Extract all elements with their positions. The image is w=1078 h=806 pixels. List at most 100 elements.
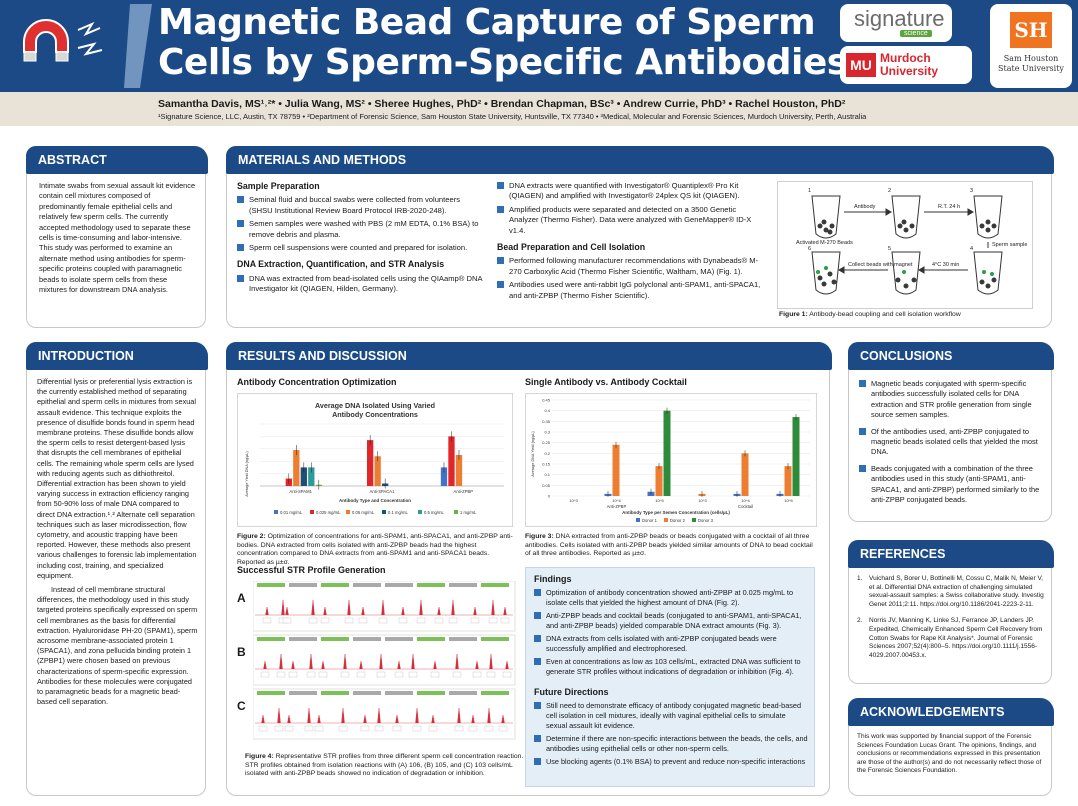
- str-row-label: C: [237, 699, 246, 713]
- chart-1-legend-swatch: [382, 510, 386, 514]
- reference-text: Norris JV, Manning K, Linke SJ, Ferrance…: [869, 617, 1043, 659]
- workflow-diagram: 1 2 3 4 5 6 Antibody R.T. 24 h Sperm sam…: [796, 188, 1027, 295]
- future-directions-item: Determine if there are non-specific inte…: [534, 734, 808, 754]
- chart-2-category-label: 10^5: [784, 498, 793, 503]
- chart-1-category-label: Anti-SPAM1: [289, 489, 312, 494]
- bead-prep-title: Bead Preparation and Cell Isolation: [497, 242, 646, 253]
- str-peak: [419, 599, 423, 616]
- dna-extraction-item: DNA extracts were quantified with Invest…: [497, 181, 765, 202]
- figure-4-caption-label: Figure 4:: [245, 753, 274, 760]
- figure-3-caption-text: DNA extracted from anti-ZPBP beads or be…: [525, 533, 813, 558]
- str-marker-band: [481, 691, 509, 695]
- str-peak: [279, 653, 283, 670]
- bead-prep-item: Performed following manufacturer recomme…: [497, 256, 765, 277]
- str-allele-box: [344, 617, 354, 624]
- str-peak: [379, 653, 383, 670]
- str-peak: [321, 660, 325, 670]
- reference-number: 1.: [857, 575, 863, 582]
- chart-1-legend-swatch: [310, 510, 314, 514]
- str-marker-band: [257, 637, 285, 641]
- murdoch-logo-mark: MU: [846, 53, 876, 77]
- methods-heading: MATERIALS AND METHODS: [226, 146, 1054, 174]
- str-allele-box: [430, 671, 440, 678]
- fig1-arrow-label: R.T. 24 h: [938, 204, 960, 210]
- fig1-step-label: 1: [808, 188, 811, 194]
- figure-2-caption-text: Optimization of concentrations for anti-…: [237, 533, 513, 566]
- chart-single-vs-cocktail: Average DNA Yield (ng/µL) Antibody Type …: [525, 393, 817, 527]
- authors-bar: Samantha Davis, MS¹˒²* • Julia Wang, MS²…: [0, 92, 1078, 126]
- str-peak: [285, 606, 289, 616]
- chart-2-group-label: Cocktail: [738, 504, 753, 509]
- chart-1-title: Average DNA Isolated Using Varied Antibod…: [315, 401, 435, 419]
- chart-2-legend-swatch: [692, 518, 696, 522]
- str-allele-box: [340, 671, 350, 678]
- str-peak: [307, 707, 311, 724]
- antibody-concentration-title: Antibody Concentration Optimization: [237, 377, 397, 387]
- chart-2-y-tick: 0: [548, 494, 551, 499]
- figure-4-caption: Figure 4: Representative STR profiles fr…: [245, 753, 535, 779]
- str-allele-box: [416, 617, 426, 624]
- acknowledgements-heading: ACKNOWLEDGEMENTS: [848, 698, 1054, 726]
- str-peak: [431, 714, 435, 724]
- chart-1-bar: [367, 440, 374, 486]
- str-allele-box: [500, 617, 510, 624]
- str-peak: [433, 660, 437, 670]
- figure-4-caption-text: Representative STR profiles from three d…: [245, 753, 524, 778]
- figure-1-caption-text: Antibody-bead coupling and cell isolatio…: [807, 311, 961, 318]
- str-allele-box: [304, 725, 314, 732]
- str-peak: [475, 660, 479, 670]
- str-allele-box: [472, 671, 482, 678]
- chart-1-svg: Average DNA Isolated Using Varied Antibod…: [245, 401, 504, 515]
- chart-2-category-label: 10^4: [612, 498, 621, 503]
- future-directions-item: Use blocking agents (0.1% BSA) to preven…: [534, 757, 808, 767]
- str-trace-frame: [253, 581, 516, 632]
- introduction-panel: INTRODUCTION Differential lysis or prefe…: [26, 342, 208, 796]
- str-peak: [363, 714, 367, 724]
- str-allele-box: [484, 725, 494, 732]
- str-allele-box: [392, 725, 402, 732]
- str-marker-band: [449, 691, 477, 695]
- str-allele-box: [398, 617, 408, 624]
- chart-2-y-tick: 0.15: [542, 462, 551, 467]
- str-marker-band: [321, 691, 349, 695]
- introduction-paragraph: Differential lysis or preferential lysis…: [37, 377, 197, 580]
- chart-antibody-concentration: Average DNA Isolated Using Varied Antibod…: [237, 393, 513, 527]
- fig1-step-label: 5: [888, 246, 891, 252]
- str-marker-band: [385, 637, 413, 641]
- chart-2-group-label: Anti-ZPBP: [607, 504, 627, 509]
- chart-1-category-label: Anti-ZPBP: [454, 489, 474, 494]
- findings-content: Findings Optimization of antibody concen…: [534, 574, 808, 770]
- str-peak: [347, 599, 351, 616]
- findings-item: Anti-ZPBP beads and cocktail beads (conj…: [534, 611, 808, 631]
- signature-science-logo: signature science: [840, 4, 952, 42]
- str-allele-box: [488, 617, 498, 624]
- chart-2-legend-label: Donor 1: [642, 518, 658, 523]
- str-trace-frame: [253, 634, 516, 686]
- chart-2-y-tick: 0.05: [542, 483, 551, 488]
- figure-4-str-profiles: A B C: [237, 581, 517, 751]
- chart-1-bar: [440, 467, 448, 486]
- signature-logo-text: signature: [854, 6, 945, 31]
- reference-item: 2. Norris JV, Manning K, Linke SJ, Ferran…: [857, 617, 1047, 660]
- fig1-arrow-label: Collect beads with magnet: [848, 262, 913, 268]
- findings-item: Optimization of antibody concentration s…: [534, 588, 808, 608]
- references-heading: REFERENCES: [848, 540, 1054, 568]
- chart-1-bar: [293, 450, 300, 486]
- str-peak: [501, 714, 505, 724]
- str-allele-box: [308, 617, 318, 624]
- str-allele-box: [408, 671, 418, 678]
- str-peak: [455, 653, 459, 670]
- str-marker-band: [321, 583, 349, 587]
- chart-1-legend-label: 0.1 mg/mL: [388, 510, 408, 515]
- chart-1-bar: [308, 467, 315, 486]
- results-panel: RESULTS AND DISCUSSION Antibody Concentr…: [226, 342, 832, 796]
- figure-2-caption-label: Figure 2:: [237, 533, 266, 540]
- sample-prep-item: Semen samples were washed with PBS (2 mM…: [237, 219, 483, 240]
- str-marker-band: [449, 637, 477, 641]
- shsu-logo-text: Sam Houston State University: [998, 54, 1064, 73]
- str-allele-box: [454, 725, 464, 732]
- str-peak: [473, 606, 477, 616]
- str-allele-box: [314, 725, 324, 732]
- chart-1-legend-swatch: [274, 510, 278, 514]
- chart-1-legend-swatch: [454, 510, 458, 514]
